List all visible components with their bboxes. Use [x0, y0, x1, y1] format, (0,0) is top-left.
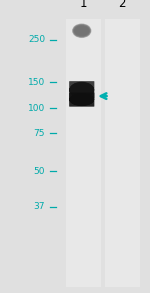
Ellipse shape	[69, 93, 94, 106]
Ellipse shape	[69, 83, 94, 97]
FancyBboxPatch shape	[69, 81, 94, 99]
Ellipse shape	[69, 93, 94, 106]
Ellipse shape	[74, 25, 90, 37]
Ellipse shape	[69, 86, 94, 94]
Ellipse shape	[69, 82, 94, 98]
Text: 100: 100	[28, 104, 45, 113]
Ellipse shape	[69, 83, 94, 97]
Ellipse shape	[72, 24, 91, 38]
Ellipse shape	[69, 96, 94, 103]
Ellipse shape	[72, 24, 91, 38]
Bar	[105, 19, 140, 287]
Ellipse shape	[73, 24, 91, 37]
Text: 50: 50	[33, 167, 45, 176]
Ellipse shape	[69, 94, 94, 105]
Text: 1: 1	[80, 0, 87, 10]
Bar	[66, 19, 100, 287]
Ellipse shape	[69, 97, 94, 102]
Ellipse shape	[69, 82, 94, 98]
Text: 250: 250	[28, 35, 45, 44]
Ellipse shape	[69, 95, 94, 105]
Ellipse shape	[69, 96, 94, 103]
Ellipse shape	[69, 82, 94, 98]
Ellipse shape	[69, 84, 94, 96]
Ellipse shape	[73, 25, 90, 37]
Ellipse shape	[69, 84, 94, 96]
Ellipse shape	[69, 95, 94, 104]
Ellipse shape	[69, 95, 94, 105]
Ellipse shape	[73, 25, 90, 37]
Ellipse shape	[69, 96, 94, 104]
Ellipse shape	[69, 87, 94, 93]
Ellipse shape	[69, 94, 94, 105]
Ellipse shape	[69, 83, 94, 97]
Ellipse shape	[69, 97, 94, 103]
Ellipse shape	[69, 96, 94, 103]
Ellipse shape	[69, 97, 94, 103]
Ellipse shape	[69, 87, 94, 93]
Ellipse shape	[69, 97, 94, 102]
Ellipse shape	[69, 85, 94, 95]
Ellipse shape	[69, 83, 94, 97]
Ellipse shape	[69, 96, 94, 103]
Ellipse shape	[69, 96, 94, 104]
Ellipse shape	[69, 94, 94, 105]
Ellipse shape	[72, 24, 91, 38]
Text: 2: 2	[118, 0, 126, 10]
Ellipse shape	[69, 85, 94, 95]
Ellipse shape	[69, 84, 94, 96]
Ellipse shape	[69, 87, 94, 93]
Ellipse shape	[69, 95, 94, 104]
Ellipse shape	[69, 85, 94, 95]
Ellipse shape	[69, 94, 94, 105]
Ellipse shape	[69, 84, 94, 96]
FancyBboxPatch shape	[69, 93, 94, 107]
Ellipse shape	[69, 96, 94, 103]
Ellipse shape	[69, 87, 94, 93]
Ellipse shape	[69, 86, 94, 94]
Text: 37: 37	[33, 202, 45, 211]
Ellipse shape	[73, 25, 90, 37]
Ellipse shape	[69, 85, 94, 95]
Text: 75: 75	[33, 129, 45, 138]
Ellipse shape	[69, 86, 94, 94]
Ellipse shape	[69, 84, 94, 96]
Ellipse shape	[72, 23, 92, 38]
Text: 150: 150	[28, 78, 45, 86]
Ellipse shape	[69, 84, 94, 96]
Ellipse shape	[69, 86, 94, 94]
Ellipse shape	[69, 82, 94, 98]
Ellipse shape	[69, 95, 94, 104]
Ellipse shape	[69, 95, 94, 104]
Ellipse shape	[69, 86, 94, 93]
Ellipse shape	[73, 24, 91, 38]
Ellipse shape	[69, 93, 94, 106]
Ellipse shape	[69, 94, 94, 105]
